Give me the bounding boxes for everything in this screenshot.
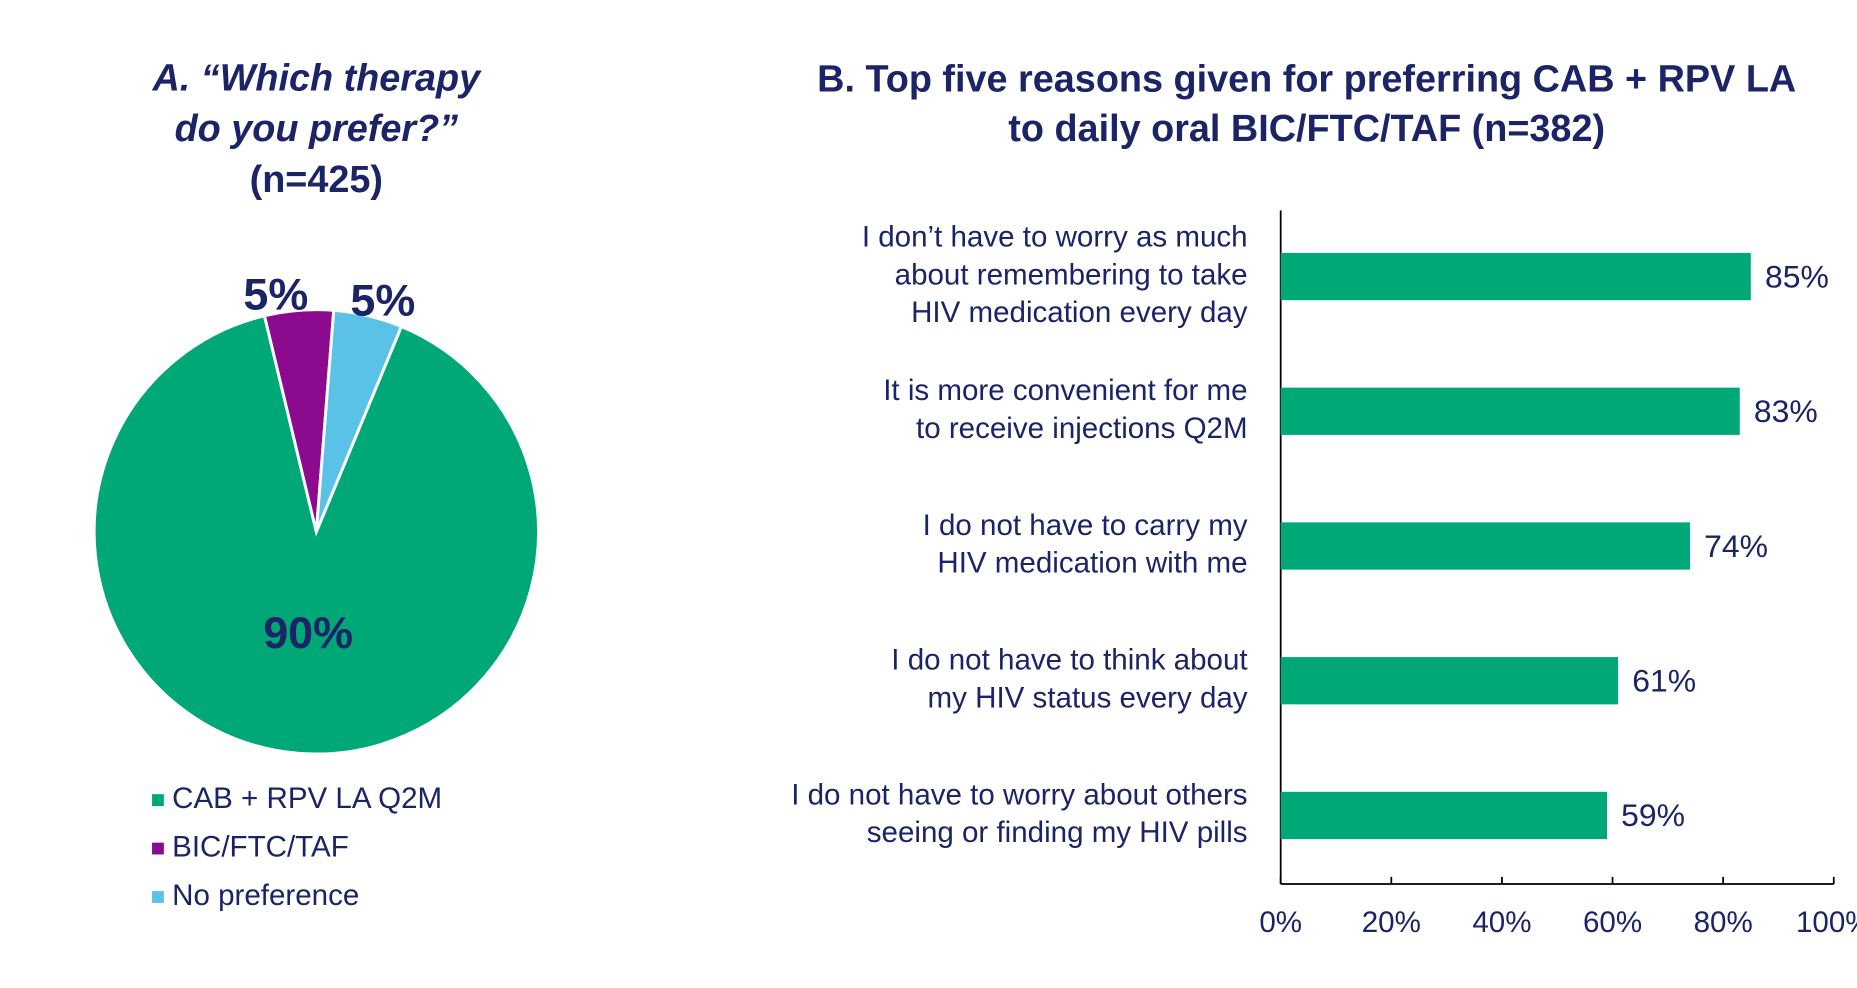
y-tick-label: It is more convenient for me bbox=[883, 374, 1247, 407]
data-label: 5% bbox=[243, 268, 308, 319]
bar bbox=[1280, 522, 1690, 570]
pie-slice bbox=[92, 313, 540, 756]
data-label: 83% bbox=[1754, 393, 1818, 429]
legend-swatch bbox=[152, 794, 164, 806]
y-tick-label: I do not have to worry about others bbox=[791, 778, 1247, 811]
y-tick-label: HIV medication every day bbox=[911, 296, 1248, 329]
x-tick-label: 60% bbox=[1583, 906, 1642, 939]
y-tick-label: to receive injections Q2M bbox=[916, 412, 1248, 445]
y-tick-label: I don’t have to worry as much bbox=[862, 221, 1248, 254]
data-label: 85% bbox=[1765, 258, 1829, 294]
bar bbox=[1280, 791, 1608, 840]
y-tick-label: HIV medication with me bbox=[937, 547, 1247, 580]
chart-title: B. Top five reasons given for preferring… bbox=[817, 59, 1796, 101]
y-tick-label: I do not have to think about bbox=[891, 644, 1247, 677]
legend-label: BIC/FTC/TAF bbox=[172, 830, 349, 863]
chart-title: to daily oral BIC/FTC/TAF (n=382) bbox=[1008, 108, 1605, 150]
data-label: 5% bbox=[350, 274, 415, 325]
chart-title: A. “Which therapy bbox=[152, 57, 483, 99]
data-label: 61% bbox=[1632, 663, 1696, 699]
bar bbox=[1280, 657, 1619, 705]
pie-slice bbox=[314, 308, 404, 533]
x-tick-label: 100% bbox=[1796, 906, 1857, 939]
y-tick-label: seeing or finding my HIV pills bbox=[867, 816, 1248, 849]
data-label: 74% bbox=[1704, 528, 1768, 564]
bar bbox=[1280, 252, 1751, 301]
x-tick-label: 20% bbox=[1362, 906, 1421, 939]
data-label: 90% bbox=[263, 607, 353, 658]
x-tick-label: 40% bbox=[1472, 906, 1531, 939]
chart-title: do you prefer?” bbox=[175, 108, 459, 150]
x-tick-label: 80% bbox=[1694, 906, 1753, 939]
legend-label: No preference bbox=[172, 879, 359, 912]
legend-swatch bbox=[152, 891, 164, 903]
data-label: 59% bbox=[1621, 797, 1685, 833]
y-tick-label: my HIV status every day bbox=[928, 681, 1248, 714]
legend-label: CAB + RPV LA Q2M bbox=[172, 782, 442, 815]
legend-swatch bbox=[152, 842, 164, 855]
chart-title: (n=425) bbox=[250, 159, 383, 201]
y-tick-label: about remembering to take bbox=[895, 258, 1248, 291]
y-tick-label: I do not have to carry my bbox=[923, 509, 1248, 542]
bar bbox=[1280, 387, 1740, 435]
x-tick-label: 0% bbox=[1259, 906, 1302, 939]
